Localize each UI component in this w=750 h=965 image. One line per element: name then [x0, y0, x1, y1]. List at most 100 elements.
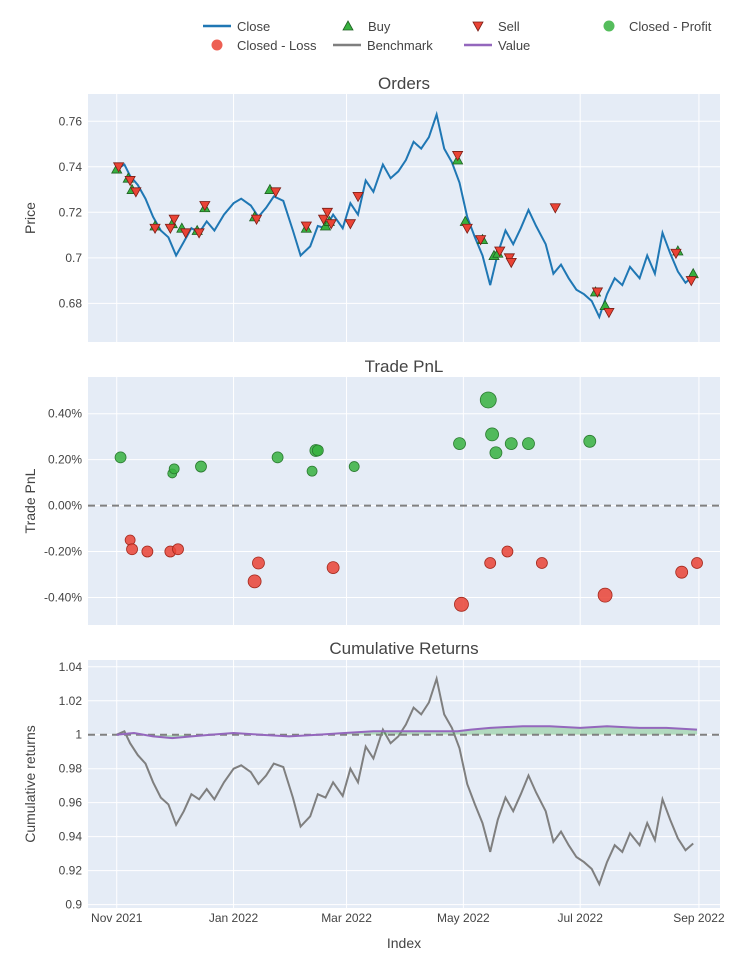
y-tick-label: 0.74	[59, 160, 83, 174]
legend-triangle-down-icon	[472, 21, 484, 32]
sell-marker	[474, 235, 487, 246]
sell-marker	[505, 257, 517, 269]
sell-marker	[352, 191, 364, 203]
y-tick-label: 0.9	[65, 898, 82, 912]
sell-marker	[494, 246, 506, 257]
sell-marker	[124, 176, 136, 187]
close-line	[116, 110, 694, 320]
panel-2: -0.40% -0.20% 0.00% 0.20% 0.40% Trade PnL Trad…	[22, 357, 720, 625]
legend-label: Closed - Profit	[629, 19, 712, 34]
y-tick-label: 1.02	[59, 694, 83, 708]
loss-marker	[597, 587, 613, 603]
legend: Close Buy Sell Closed - Profit Closed - Loss…	[203, 19, 712, 53]
sell-marker	[193, 228, 205, 239]
profit-marker	[348, 461, 360, 472]
sell-marker	[250, 214, 263, 225]
legend-closed-loss: Closed - Loss	[211, 38, 317, 53]
legend-closed-profit: Closed - Profit	[603, 19, 712, 34]
sell-marker	[685, 276, 697, 287]
y-tick-label: 0.96	[59, 796, 83, 810]
legend-label: Buy	[368, 19, 391, 34]
profit-marker	[453, 437, 466, 450]
profit-marker	[479, 391, 497, 409]
legend-buy: Buy	[342, 19, 391, 34]
y-tick-label: -0.40%	[44, 590, 82, 604]
loss-marker	[691, 557, 703, 569]
sell-marker	[451, 151, 464, 162]
loss-marker	[675, 565, 689, 579]
y-tick-label: 0.7	[65, 251, 82, 265]
y-tick-label: -0.20%	[44, 545, 82, 559]
sell-marker	[168, 214, 180, 225]
x-tick-label: Nov 2021	[91, 911, 143, 925]
y-tick-label: 0.20%	[48, 453, 82, 467]
legend-close: Close	[203, 19, 270, 34]
loss-marker	[126, 543, 138, 556]
y-tick-label: 1	[75, 728, 82, 742]
y-axis-label: Price	[22, 202, 38, 234]
loss-marker	[124, 534, 136, 546]
data-layer	[88, 674, 720, 887]
x-axis-label: Index	[387, 935, 421, 951]
profit-marker	[311, 444, 324, 457]
plot-area	[88, 377, 720, 625]
sell-marker	[112, 162, 125, 173]
profit-marker	[195, 460, 207, 473]
y-tick-label: 0.92	[59, 864, 83, 878]
panel-1: 0.68 0.7 0.72 0.74 0.76 Orders Price	[22, 74, 720, 342]
sell-marker	[670, 248, 682, 260]
sell-marker	[549, 203, 561, 214]
data-layer	[88, 391, 720, 612]
loss-marker	[247, 574, 262, 589]
sell-marker	[199, 201, 211, 212]
sell-marker	[179, 228, 192, 239]
loss-marker	[535, 557, 548, 569]
plot-area	[88, 660, 720, 908]
profit-marker	[489, 446, 503, 460]
legend-circle-icon	[211, 39, 223, 51]
profit-marker	[583, 434, 597, 448]
legend-benchmark: Benchmark	[333, 38, 433, 53]
legend-label: Benchmark	[367, 38, 433, 53]
x-tick-label: Sep 2022	[673, 911, 725, 925]
loss-marker	[454, 596, 469, 612]
loss-marker	[501, 545, 514, 558]
sell-marker	[325, 219, 337, 230]
sell-marker	[300, 221, 313, 232]
y-tick-label: 0.94	[59, 830, 83, 844]
y-tick-label: 0.76	[59, 114, 83, 128]
data-layer	[111, 110, 699, 320]
loss-marker	[172, 543, 184, 556]
sell-marker	[164, 223, 177, 235]
y-tick-label: 0.72	[59, 205, 83, 219]
legend-label: Closed - Loss	[237, 38, 317, 53]
legend-label: Close	[237, 19, 270, 34]
x-tick-label: May 2022	[437, 911, 490, 925]
y-tick-label: 1.04	[59, 660, 83, 674]
profit-marker	[504, 437, 518, 450]
panel-title: Orders	[378, 74, 430, 93]
sell-marker	[603, 308, 615, 319]
profit-marker	[168, 463, 180, 475]
loss-marker	[141, 545, 154, 558]
benchmark-line	[116, 674, 694, 887]
legend-label: Sell	[498, 19, 520, 34]
sell-marker	[321, 207, 334, 219]
loss-marker	[326, 561, 340, 574]
plot-area	[88, 94, 720, 342]
profit-marker	[271, 451, 284, 464]
x-tick-label: Mar 2022	[321, 911, 372, 925]
panel-title: Trade PnL	[365, 357, 444, 376]
profit-marker	[522, 437, 535, 450]
sell-marker	[270, 187, 282, 198]
y-axis-label: Cumulative returns	[22, 725, 38, 843]
sell-marker	[130, 187, 142, 198]
x-tick-label: Jan 2022	[209, 911, 259, 925]
legend-triangle-up-icon	[342, 20, 354, 31]
x-tick-label: Jul 2022	[558, 911, 604, 925]
profit-marker	[485, 427, 499, 442]
value-line	[116, 725, 698, 740]
loss-marker	[484, 557, 497, 569]
